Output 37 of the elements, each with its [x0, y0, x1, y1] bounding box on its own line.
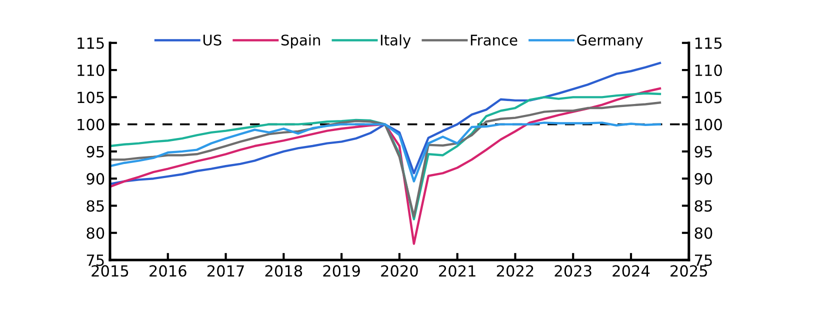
legend-label: US	[203, 34, 222, 46]
y-tick-label: 90	[86, 173, 104, 185]
y2-tick-label: 90	[694, 173, 712, 185]
legend-label: France	[470, 34, 518, 46]
x-tick-label: 2020	[381, 265, 418, 277]
x-tick-label: 2019	[323, 265, 360, 277]
y-tick-label: 75	[86, 254, 104, 266]
y-tick-label: 115	[78, 38, 104, 49]
y2-tick-label: 85	[694, 200, 712, 212]
x-tick-label: 2023	[554, 265, 592, 277]
y-tick-label: 80	[86, 227, 104, 239]
y2-tick-label: 75	[695, 254, 712, 266]
legend-label: Italy	[380, 34, 411, 48]
x-tick-label: 2024	[612, 265, 650, 277]
x-tick-label: 2021	[439, 265, 476, 277]
line-series	[110, 87, 662, 245]
y2-tick-label: 95	[694, 146, 712, 158]
line-series	[110, 122, 662, 182]
y-tick-label: 100	[78, 118, 104, 130]
x-tick-label: 2025	[670, 265, 707, 277]
y-tick-label: 110	[78, 64, 104, 76]
x-tick-label: 2022	[496, 265, 534, 277]
y2-tick-label: 100	[695, 118, 722, 130]
x-tick-label: 2017	[207, 265, 244, 277]
x-tick-label: 2015	[92, 265, 128, 277]
y2-tick-label: 105	[695, 92, 722, 104]
y-tick-label: 105	[78, 92, 104, 104]
x-tick-label: 2016	[150, 265, 186, 277]
y-tick-label: 95	[86, 146, 104, 158]
x-tick-label: 2018	[265, 265, 302, 277]
y2-tick-label: 115	[695, 38, 722, 49]
legend-label: Germany	[577, 34, 643, 48]
y-tick-label: 85	[86, 200, 104, 212]
legend-label: Spain	[281, 34, 320, 48]
y2-tick-label: 80	[694, 227, 712, 239]
line-series	[110, 62, 662, 186]
y2-tick-label: 110	[695, 64, 722, 76]
